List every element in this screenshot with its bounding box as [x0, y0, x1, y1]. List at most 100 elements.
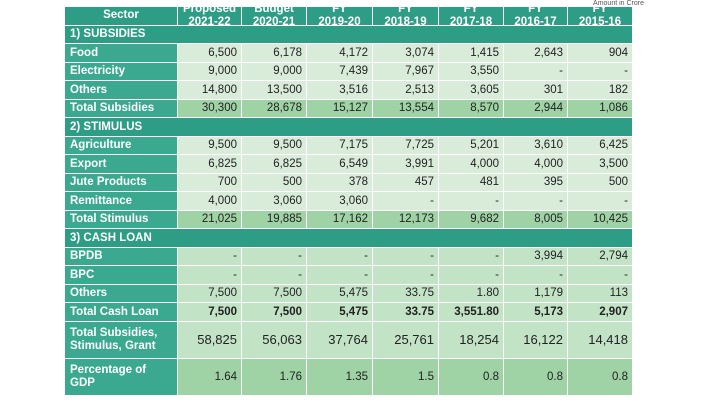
cell: 3,500 — [568, 155, 632, 173]
cell: 19,885 — [242, 210, 306, 228]
cell: 5,201 — [439, 136, 503, 154]
row-label: Others — [65, 81, 177, 99]
cell: - — [504, 266, 567, 284]
header-col-2: Budget 2020-21 — [242, 7, 306, 25]
cell: - — [307, 247, 372, 265]
cell: 5,475 — [307, 284, 372, 302]
cell: 2,907 — [568, 303, 632, 321]
cell: - — [504, 62, 567, 80]
cell: 113 — [568, 284, 632, 302]
cell: 13,500 — [242, 81, 306, 99]
cell: 6,178 — [242, 44, 306, 62]
cell: 28,678 — [242, 99, 306, 117]
row-label: Remittance — [65, 192, 177, 210]
cell: 7,439 — [307, 62, 372, 80]
cell: 4,000 — [439, 155, 503, 173]
cell: 5,173 — [504, 303, 567, 321]
cell: 481 — [439, 173, 503, 191]
cell: 9,000 — [242, 62, 306, 80]
cell: 21,025 — [178, 210, 241, 228]
cell: - — [373, 192, 438, 210]
cell: 457 — [373, 173, 438, 191]
cell: 4,000 — [504, 155, 567, 173]
header-col-6: FY 2016-17 — [504, 7, 567, 25]
cell: 0.8 — [439, 358, 503, 395]
cell: 10,425 — [568, 210, 632, 228]
cell: 30,300 — [178, 99, 241, 117]
amount-unit-note: Amount in Crore — [593, 0, 644, 7]
cell: 2,643 — [504, 44, 567, 62]
cell: - — [373, 247, 438, 265]
cell: 3,605 — [439, 81, 503, 99]
cell: 6,500 — [178, 44, 241, 62]
row-label: Total Stimulus — [65, 210, 177, 228]
cell: 0.8 — [504, 358, 567, 395]
cell: 8,005 — [504, 210, 567, 228]
cell: 7,500 — [178, 284, 241, 302]
cell: 1,179 — [504, 284, 567, 302]
cell: 7,967 — [373, 62, 438, 80]
header-col-7: FY 2015-16 — [568, 7, 632, 25]
cell: 9,000 — [178, 62, 241, 80]
cell: 904 — [568, 44, 632, 62]
cell: 15,127 — [307, 99, 372, 117]
row-label: Total Subsidies, Stimulus, Grant — [65, 321, 177, 358]
row-label: BPC — [65, 266, 177, 284]
row-label: Export — [65, 155, 177, 173]
subsidy-table: Sector Proposed 2021-22 Budget 2020-21 FY 2… — [65, 7, 645, 395]
cell: 3,516 — [307, 81, 372, 99]
header-col-5: FY 2017-18 — [439, 7, 503, 25]
cell: 17,162 — [307, 210, 372, 228]
cell: 12,173 — [373, 210, 438, 228]
cell: 1.35 — [307, 358, 372, 395]
header-col-1: Proposed 2021-22 — [178, 7, 241, 25]
cell: 37,764 — [307, 321, 372, 358]
cell: 395 — [504, 173, 567, 191]
header-col-4: FY 2018-19 — [373, 7, 438, 25]
cell: - — [373, 266, 438, 284]
cell: 7,500 — [242, 303, 306, 321]
header-col-3: FY 2019-20 — [307, 7, 372, 25]
row-label: Percentage of GDP — [65, 358, 177, 395]
cell: 3,060 — [307, 192, 372, 210]
cell: 500 — [242, 173, 306, 191]
cell: - — [242, 247, 306, 265]
cell: 7,725 — [373, 136, 438, 154]
cell: - — [504, 192, 567, 210]
cell: 3,074 — [373, 44, 438, 62]
cell: 6,549 — [307, 155, 372, 173]
cell: 3,991 — [373, 155, 438, 173]
cell: 1.80 — [439, 284, 503, 302]
cell: 14,418 — [568, 321, 632, 358]
cell: 13,554 — [373, 99, 438, 117]
cell: 33.75 — [373, 284, 438, 302]
cell: - — [439, 192, 503, 210]
cell: 500 — [568, 173, 632, 191]
cell: 14,800 — [178, 81, 241, 99]
header-sector: Sector — [65, 7, 177, 25]
cell: 182 — [568, 81, 632, 99]
cell: 6,825 — [242, 155, 306, 173]
cell: 9,682 — [439, 210, 503, 228]
cell: 2,794 — [568, 247, 632, 265]
cell: 2,944 — [504, 99, 567, 117]
cell: 6,825 — [178, 155, 241, 173]
cell: 16,122 — [504, 321, 567, 358]
cell: 4,000 — [178, 192, 241, 210]
cell: 5,475 — [307, 303, 372, 321]
cell: 3,994 — [504, 247, 567, 265]
cell: - — [307, 266, 372, 284]
cell: - — [439, 266, 503, 284]
cell: 1.64 — [178, 358, 241, 395]
row-label: Total Subsidies — [65, 99, 177, 117]
row-label: Total Cash Loan — [65, 303, 177, 321]
row-label: Electricity — [65, 62, 177, 80]
cell: 6,425 — [568, 136, 632, 154]
cell: 7,500 — [178, 303, 241, 321]
cell: 1,086 — [568, 99, 632, 117]
cell: - — [242, 266, 306, 284]
cell: 3,550 — [439, 62, 503, 80]
cell: 1.5 — [373, 358, 438, 395]
cell: 8,570 — [439, 99, 503, 117]
